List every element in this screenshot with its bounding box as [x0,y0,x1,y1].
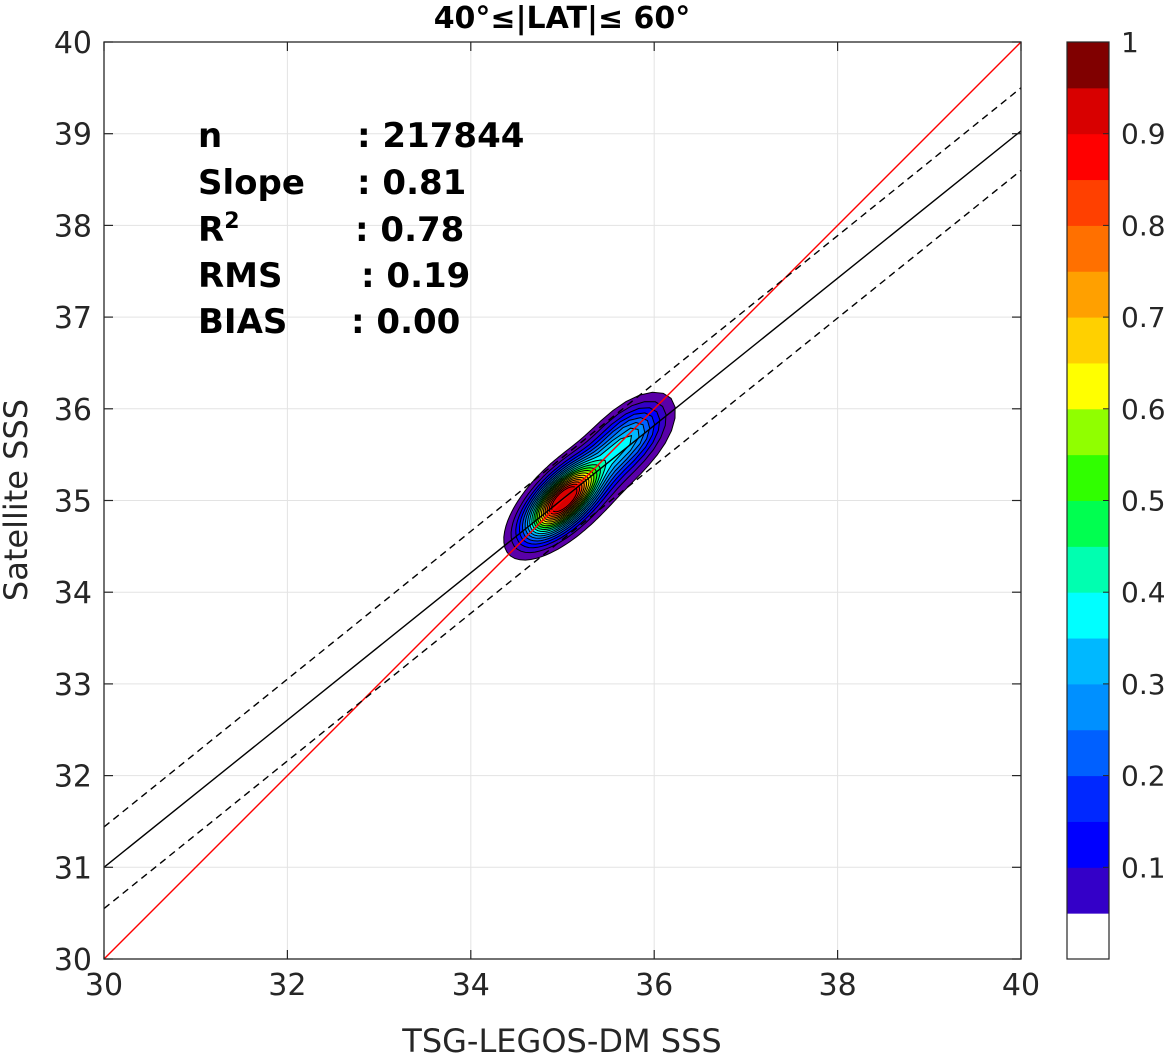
colorbar-tick-label: 0.4 [1121,576,1166,609]
colorbar-tick-label: 0.3 [1121,668,1166,701]
y-tick-label: 38 [54,209,92,244]
grid [103,41,1022,960]
colorbar-segment [1067,913,1109,960]
y-tick-label: 35 [54,485,92,520]
colorbar-segment [1067,133,1109,181]
colorbar-segment [1067,546,1109,593]
colorbar-tick-label: 0.8 [1121,209,1166,242]
regression-minus-2sd-line [104,169,1021,910]
colorbar-segment [1067,317,1109,364]
x-tick-label: 38 [819,968,857,1003]
stat-value: : 0.19 [361,256,470,296]
chart-title: 40°≤|LAT|≤ 60° [434,1,691,36]
colorbar: 0.1 0.2 0.3 0.4 0.5 0.6 0.7 0.8 0.9 1 [1066,26,1166,960]
colorbar-segment [1067,500,1109,547]
x-tick-label: 30 [85,968,123,1003]
colorbar-segment [1067,592,1109,639]
colorbar-segment [1067,225,1109,272]
colorbar-segment [1067,362,1109,410]
reference-lines [104,42,1021,959]
colorbar-segment [1067,87,1109,135]
colorbar-tick-label: 0.9 [1121,118,1166,151]
x-tick-label: 34 [452,968,490,1003]
x-axis-label: TSG-LEGOS-DM SSS [401,1022,721,1055]
colorbar-tick-label: 0.5 [1121,485,1166,518]
one-to-one-line [104,42,1021,959]
colorbar-segment [1067,867,1109,914]
regression-line [104,130,1021,868]
colorbar-segment [1067,638,1109,685]
x-tick-label: 40 [1002,968,1040,1003]
y-tick-label: 36 [54,393,92,428]
colorbar-tick-label: 0.6 [1121,393,1166,426]
y-tick-label: 34 [54,576,92,611]
colorbar-segment [1067,683,1109,731]
colorbar-tick-label: 0.7 [1121,301,1166,334]
colorbar-segment [1067,271,1109,318]
stat-label: Slope [198,163,305,203]
colorbar-tick-label: 0.1 [1121,851,1166,884]
colorbar-segment [1067,775,1109,822]
y-tick-label: 37 [54,301,92,336]
x-tick-label: 32 [268,968,306,1003]
y-axis-label: Satellite SSS [0,399,35,601]
colorbar-segment [1067,179,1109,226]
stat-value: : 0.00 [351,302,460,342]
colorbar-tick-label: 1 [1121,26,1139,59]
stat-value: : 0.81 [357,163,466,203]
y-tick-label: 31 [54,851,92,886]
y-tick-label: 40 [54,26,92,61]
stat-label: BIAS [198,302,287,342]
axis-ticks: 30 32 34 36 38 40 30 31 32 33 34 35 36 37 38 39 40 [54,26,1040,1003]
colorbar-segment [1067,408,1109,456]
stat-label: n [198,116,222,156]
statistics-box: n : 217844 Slope : 0.81 R2 : 0.78 RMS : 0.19 BIA… [198,116,524,342]
y-tick-label: 39 [54,118,92,153]
colorbar-segment [1067,42,1109,89]
y-tick-label: 32 [54,760,92,795]
colorbar-segment [1067,454,1109,501]
colorbar-segment [1067,729,1109,777]
colorbar-tick-label: 0.2 [1121,760,1166,793]
stat-label: RMS [198,256,283,296]
y-tick-label: 30 [54,943,92,978]
colorbar-segment [1067,821,1109,868]
stat-label: R2 [198,209,240,250]
x-tick-label: 36 [635,968,673,1003]
stat-value: : 0.78 [355,210,464,250]
regression-plus-2sd-line [104,87,1021,828]
y-tick-label: 33 [54,668,92,703]
stat-value: : 217844 [357,116,524,156]
